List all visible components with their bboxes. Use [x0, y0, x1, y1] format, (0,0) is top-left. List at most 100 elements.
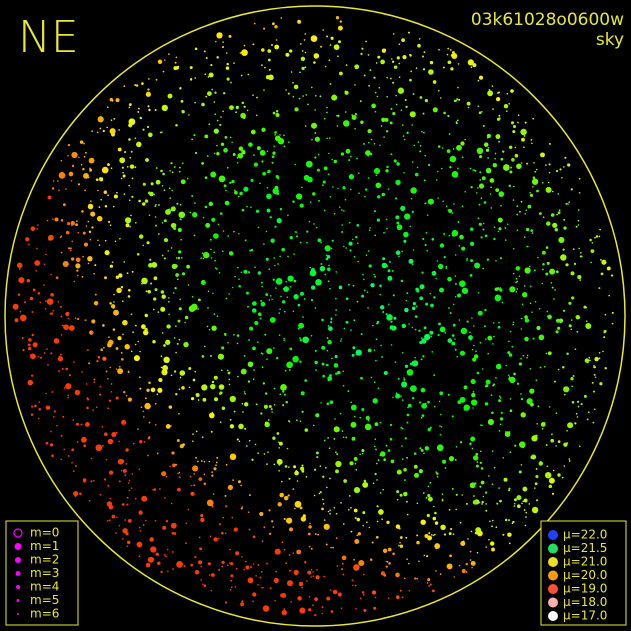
star — [279, 207, 283, 211]
star — [550, 213, 555, 217]
star — [428, 585, 430, 587]
star — [456, 119, 459, 122]
star — [483, 142, 489, 147]
star — [471, 392, 476, 398]
star — [610, 274, 614, 277]
star — [485, 546, 488, 548]
star — [396, 499, 399, 501]
star — [292, 488, 295, 490]
star — [603, 331, 606, 334]
star — [424, 99, 428, 103]
star — [142, 244, 144, 247]
star — [132, 331, 134, 333]
star — [395, 250, 401, 256]
star — [283, 286, 290, 292]
star — [516, 205, 519, 208]
star — [429, 60, 434, 65]
star — [351, 353, 355, 357]
star — [342, 384, 345, 387]
star — [469, 338, 472, 341]
star — [357, 532, 361, 536]
star — [495, 377, 497, 379]
star — [387, 269, 391, 273]
star — [451, 341, 456, 346]
star — [457, 220, 460, 223]
star — [29, 296, 34, 301]
star — [188, 114, 190, 116]
star — [37, 356, 40, 358]
star — [69, 247, 72, 250]
star — [154, 402, 157, 405]
star — [350, 506, 352, 509]
star — [220, 212, 223, 215]
star — [148, 214, 151, 217]
star — [498, 430, 501, 432]
star — [439, 287, 444, 293]
star — [413, 472, 420, 478]
star — [177, 472, 179, 475]
star — [288, 369, 291, 371]
star — [109, 128, 116, 135]
star — [299, 420, 302, 423]
star — [184, 321, 186, 324]
star — [172, 568, 174, 570]
star — [356, 224, 360, 227]
star — [139, 530, 142, 532]
star — [354, 64, 360, 70]
star — [414, 357, 416, 359]
star — [185, 522, 188, 525]
star — [498, 227, 502, 231]
brightness-marker — [548, 530, 558, 540]
star — [439, 391, 444, 396]
star — [27, 379, 34, 386]
star — [495, 363, 502, 370]
star — [448, 455, 455, 462]
star — [452, 533, 455, 535]
star — [44, 300, 47, 302]
star — [502, 533, 505, 536]
star — [107, 163, 110, 167]
star — [472, 495, 475, 497]
star — [234, 275, 236, 278]
star — [76, 317, 80, 321]
star — [335, 469, 339, 474]
star — [294, 163, 297, 166]
star — [479, 461, 482, 464]
star — [272, 436, 276, 440]
star — [340, 338, 343, 340]
star — [200, 513, 204, 518]
star — [302, 514, 306, 518]
star — [435, 471, 438, 473]
star — [240, 602, 245, 607]
star — [303, 298, 306, 300]
star — [58, 370, 60, 372]
star — [495, 526, 498, 529]
star — [580, 255, 583, 258]
star — [224, 601, 228, 604]
star — [73, 491, 79, 497]
star — [485, 167, 492, 174]
star — [353, 456, 358, 461]
star — [557, 193, 560, 195]
star — [103, 190, 108, 194]
star — [330, 36, 334, 40]
star — [382, 311, 385, 313]
star — [351, 436, 356, 441]
star — [425, 496, 428, 499]
star — [247, 271, 251, 274]
star — [403, 577, 406, 580]
star — [197, 460, 199, 463]
star — [448, 234, 451, 237]
star — [388, 260, 391, 263]
star — [238, 232, 240, 235]
star — [365, 40, 367, 43]
star — [326, 402, 330, 406]
star — [85, 422, 90, 427]
star — [509, 170, 513, 174]
star — [251, 308, 257, 313]
star — [121, 166, 124, 169]
star — [238, 285, 241, 288]
star — [361, 294, 365, 298]
star — [431, 351, 434, 353]
star — [120, 286, 124, 289]
